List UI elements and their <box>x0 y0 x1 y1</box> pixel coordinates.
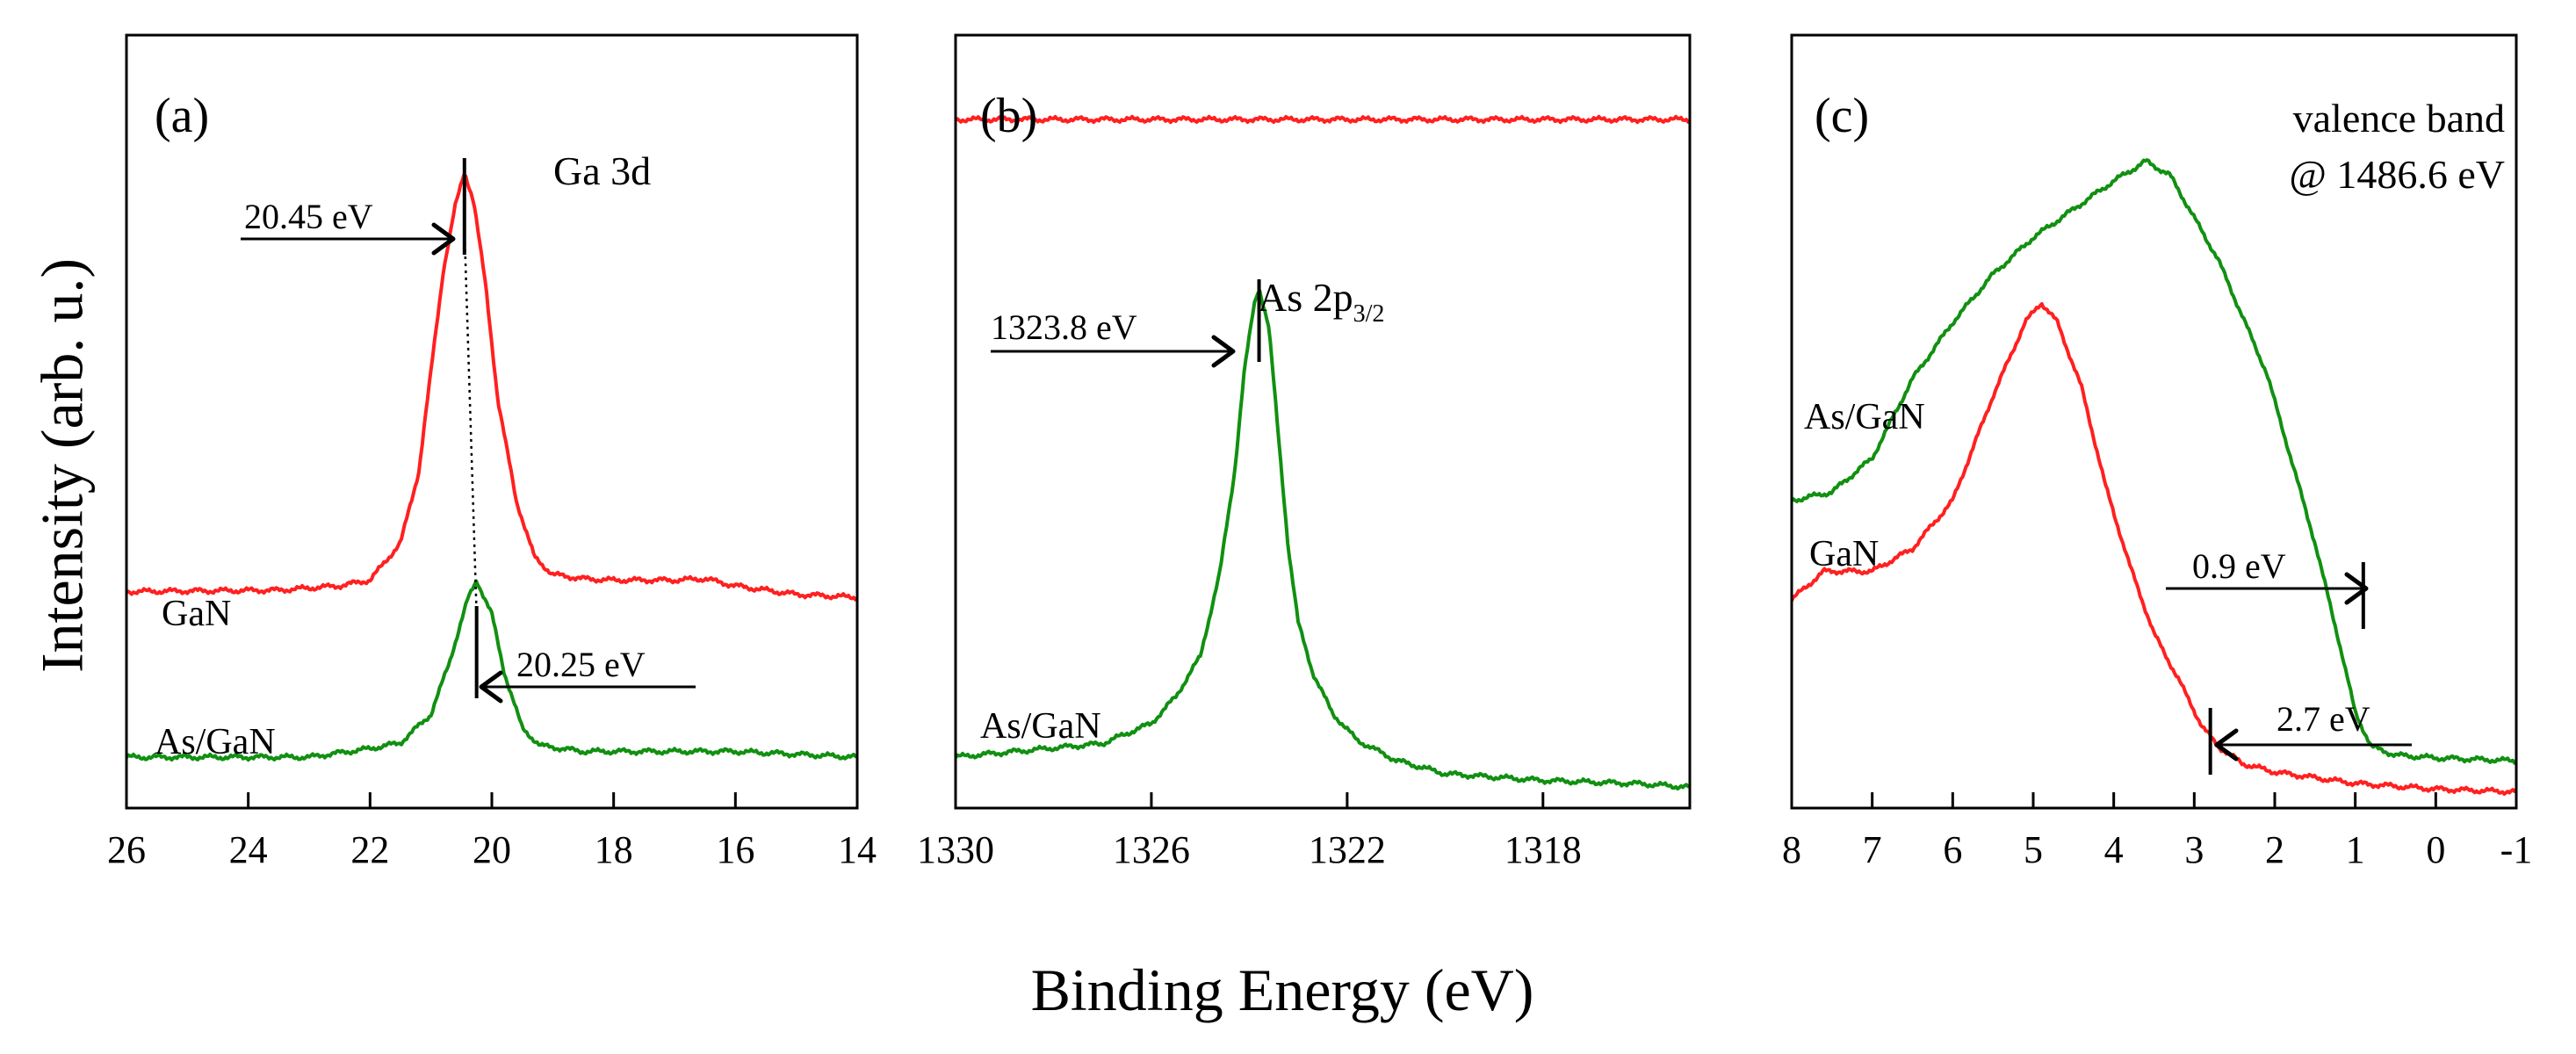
annotation-1323-8-ev-arrowhead <box>1211 335 1236 368</box>
annotation-20-45-ev-arrowhead <box>431 222 456 256</box>
x-tick-label: 24 <box>229 828 268 871</box>
series-line-as-gan <box>125 579 858 762</box>
x-tick-label: 26 <box>107 828 146 871</box>
annotation-20-25-ev: 20.25 eV <box>479 645 696 704</box>
x-tick-label: 4 <box>2104 828 2124 871</box>
panel-c-frame <box>1790 33 2518 810</box>
annotation-1323-8-ev: 1323.8 eV <box>991 307 1236 368</box>
x-tick-label: 16 <box>716 828 754 871</box>
panel-b-x-ticks: 1330 1326 1322 1318 <box>917 792 1582 871</box>
annotation-2-7-ev: 2.7 eV <box>2214 699 2412 762</box>
peak-shift-dotted-line <box>463 227 478 616</box>
x-tick-label: 1318 <box>1504 828 1582 871</box>
panel-b-as-2p: 1330 1326 1322 1318 (b) As 2p3/2 As/GaN 132… <box>917 33 1692 871</box>
x-axis-title: Binding Energy (eV) <box>1031 957 1534 1023</box>
panel-c-letter: (c) <box>1815 89 1869 143</box>
panel-c-subtitle: @ 1486.6 eV <box>2290 152 2506 197</box>
panel-b-peak-label: As 2p3/2 <box>1258 275 1384 328</box>
x-tick-label: 1326 <box>1113 828 1190 871</box>
x-tick-label: 3 <box>2184 828 2204 871</box>
x-tick-label: 1322 <box>1309 828 1386 871</box>
series-line-gan <box>1790 302 2518 796</box>
annotation-2-7-ev-text: 2.7 eV <box>2277 699 2370 739</box>
annotation-20-45-ev: 20.45 eV <box>241 197 456 256</box>
x-tick-label: 1330 <box>917 828 994 871</box>
x-tick-label: 22 <box>350 828 389 871</box>
x-tick-label: 1 <box>2346 828 2365 871</box>
y-axis-title: Intensity (arb. u.) <box>29 258 96 673</box>
x-tick-label: 0 <box>2426 828 2445 871</box>
panel-c-x-ticks: 8 7 6 5 4 3 2 1 0 -1 <box>1782 792 2532 871</box>
annotation-1323-8-ev-text: 1323.8 eV <box>991 307 1137 347</box>
series-line-gan <box>125 173 858 602</box>
x-tick-label: 6 <box>1943 828 1962 871</box>
panel-b-peak-label-sub: 3/2 <box>1353 300 1385 328</box>
panel-a-curves <box>125 173 858 762</box>
x-tick-label: -1 <box>2500 828 2533 871</box>
x-tick-label: 20 <box>473 828 511 871</box>
panel-c-curves <box>1790 158 2518 796</box>
x-tick-label: 8 <box>1782 828 1801 871</box>
series-line-as-gan <box>1790 158 2517 765</box>
panel-a-label-gan: GaN <box>162 594 231 634</box>
annotation-0-9-ev-text: 0.9 eV <box>2192 546 2286 586</box>
panel-c-title: valence band <box>2293 96 2505 141</box>
panel-b-curves <box>954 114 1692 790</box>
x-tick-label: 5 <box>2024 828 2043 871</box>
panel-b-peak-label-main: As 2p <box>1258 275 1353 320</box>
series-line-gan <box>954 114 1691 125</box>
annotation-20-25-ev-arrowhead <box>479 670 503 704</box>
panel-b-frame <box>954 33 1692 810</box>
x-tick-label: 2 <box>2265 828 2284 871</box>
panel-c-label-as-gan: As/GaN <box>1804 397 1925 437</box>
panel-a-peak-label: Ga 3d <box>553 148 651 193</box>
annotation-0-9-ev: 0.9 eV <box>2166 546 2369 605</box>
panel-a-label-as-gan: As/GaN <box>155 722 276 762</box>
panel-b-letter: (b) <box>980 89 1037 143</box>
panel-c-valence-band: 8 7 6 5 4 3 2 1 0 -1 (c) valence band @ 1486.6 eV… <box>1782 33 2532 871</box>
annotation-2-7-ev-arrowhead <box>2214 728 2239 762</box>
annotation-0-9-ev-arrowhead <box>2344 572 2369 605</box>
x-tick-label: 18 <box>595 828 633 871</box>
annotation-20-45-ev-text: 20.45 eV <box>244 197 373 236</box>
annotation-20-25-ev-text: 20.25 eV <box>516 645 646 684</box>
panel-c-label-gan: GaN <box>1809 534 1879 574</box>
panel-b-label-as-gan: As/GaN <box>980 706 1101 747</box>
x-tick-label: 7 <box>1863 828 1882 871</box>
panel-a-x-ticks: 26 24 22 20 18 16 14 <box>107 792 877 871</box>
panel-a-ga-3d: 26 24 22 20 18 16 14 (a) Ga 3d GaN As/GaN 20.4… <box>107 33 877 871</box>
panel-a-letter: (a) <box>155 89 209 143</box>
series-line-as-gan <box>954 289 1692 790</box>
x-tick-label: 14 <box>838 828 877 871</box>
